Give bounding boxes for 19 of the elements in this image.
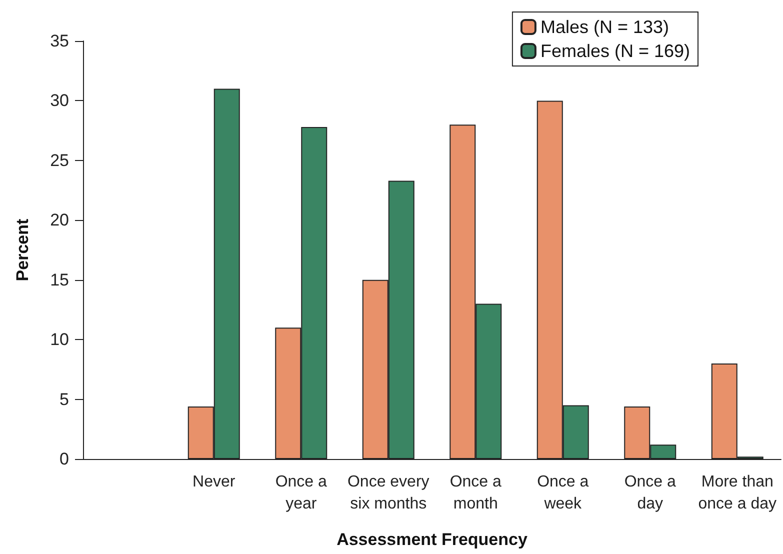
y-tick-label: 30 bbox=[50, 91, 69, 110]
x-tick-label: Once a year bbox=[275, 474, 328, 512]
legend-label: Females (N = 169) bbox=[540, 41, 690, 61]
y-tick-label: 35 bbox=[50, 32, 69, 50]
y-tick-label: 25 bbox=[50, 150, 69, 170]
x-tick-label: Once a day bbox=[624, 474, 676, 512]
x-tick-label: Once a month bbox=[450, 474, 502, 512]
y-tick-label: 10 bbox=[50, 330, 69, 350]
y-tick-label: 20 bbox=[50, 210, 69, 230]
x-tick-label: More than once a day bbox=[698, 474, 777, 512]
x-tick-label: Once every six months bbox=[347, 474, 430, 512]
y-axis-title: Percent bbox=[13, 218, 32, 282]
x-axis-title: Assessment Frequency bbox=[336, 530, 528, 549]
y-tick-label: 5 bbox=[60, 390, 69, 409]
y-tick-label: 0 bbox=[60, 450, 69, 468]
x-tick-label: Never bbox=[192, 474, 236, 490]
x-tick-label: Once a week bbox=[537, 474, 589, 512]
legend-label: Males (N = 133) bbox=[540, 17, 670, 37]
y-tick-label: 15 bbox=[50, 270, 69, 290]
